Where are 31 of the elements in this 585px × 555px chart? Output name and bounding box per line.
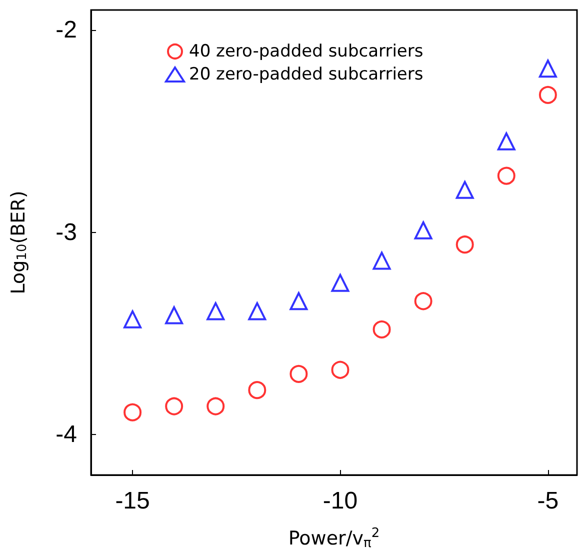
point bbox=[248, 381, 266, 400]
point bbox=[456, 180, 474, 199]
point bbox=[124, 310, 142, 328]
point bbox=[372, 320, 391, 338]
point bbox=[206, 397, 225, 416]
point bbox=[414, 221, 432, 240]
y-tick-label: -3 bbox=[56, 218, 77, 246]
y-tick-label: -4 bbox=[56, 421, 77, 448]
legend-label: 20 zero-padded subcarriers bbox=[189, 64, 424, 84]
point bbox=[414, 292, 432, 310]
x-tick-label: -10 bbox=[322, 488, 358, 514]
point bbox=[538, 86, 557, 104]
y-axis-title: Log10(BER) bbox=[8, 190, 30, 294]
point bbox=[497, 132, 516, 150]
point bbox=[290, 364, 308, 383]
x-tick-label: -15 bbox=[115, 488, 150, 514]
point bbox=[124, 403, 142, 422]
x-tick-label: -5 bbox=[537, 488, 559, 514]
point bbox=[165, 306, 184, 324]
point bbox=[206, 302, 225, 320]
point bbox=[497, 166, 516, 185]
y-tick-label: -2 bbox=[56, 16, 77, 44]
point bbox=[331, 274, 350, 292]
point bbox=[372, 252, 391, 270]
point bbox=[248, 302, 266, 320]
point bbox=[331, 360, 350, 379]
point bbox=[165, 397, 184, 416]
legend-label: 40 zero-padded subcarriers bbox=[189, 42, 424, 62]
point bbox=[538, 60, 557, 78]
point bbox=[456, 236, 474, 254]
point bbox=[290, 292, 308, 310]
